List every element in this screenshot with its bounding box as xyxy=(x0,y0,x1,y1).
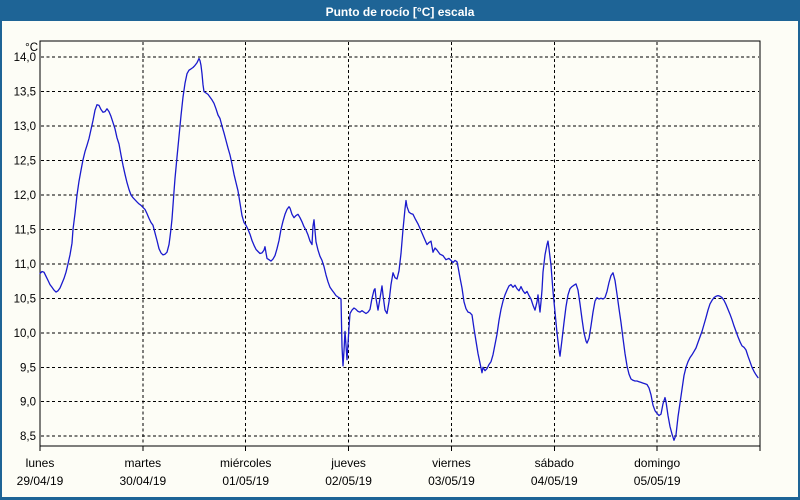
y-axis-tick-label: 12,5 xyxy=(14,156,36,168)
x-axis-day-label: viernes xyxy=(432,456,471,470)
chart-title: Punto de rocío [°C] escala xyxy=(325,4,475,19)
x-axis-date-label: 30/04/19 xyxy=(119,474,166,488)
chart-area: 14,0 13,5 13,0 12,5 12,0 11,5 11,0 10,5 10,0 9,5 9… xyxy=(2,21,798,497)
x-axis-day-label: sábado xyxy=(535,456,575,470)
y-axis-tick-label: 11,0 xyxy=(14,259,36,271)
y-axis-tick-label: 12,0 xyxy=(14,190,36,202)
title-bar: Punto de rocío [°C] escala xyxy=(2,2,798,21)
plot-frame xyxy=(39,40,761,447)
y-axis-tick-label: 11,5 xyxy=(14,224,36,236)
x-axis-day-label: jueves xyxy=(330,456,366,470)
x-axis-date-label: 05/05/19 xyxy=(634,474,681,488)
x-axis-date-label: 04/05/19 xyxy=(531,474,578,488)
x-axis-date-label: 29/04/19 xyxy=(17,474,64,488)
y-axis-tick-label: 9,0 xyxy=(20,397,36,409)
y-axis-unit-label: °C xyxy=(25,42,38,54)
dew-point-line xyxy=(39,57,759,441)
x-axis-day-label: domingo xyxy=(634,456,680,470)
x-axis-date-label: 01/05/19 xyxy=(222,474,269,488)
x-axis-day-label: lunes xyxy=(26,456,55,470)
x-axis-day-label: miércoles xyxy=(220,456,271,470)
y-axis-tick-label: 10,0 xyxy=(14,328,36,340)
y-axis-tick-label: 8,5 xyxy=(20,431,36,443)
x-axis-date-label: 03/05/19 xyxy=(428,474,475,488)
y-axis-tick-label: 13,5 xyxy=(14,87,36,99)
x-axis-date-label: 02/05/19 xyxy=(325,474,372,488)
y-axis-tick-label: 9,5 xyxy=(20,362,36,374)
y-axis-tick-label: 10,5 xyxy=(14,293,36,305)
dew-point-chart: 14,0 13,5 13,0 12,5 12,0 11,5 11,0 10,5 10,0 9,5 9… xyxy=(14,40,761,488)
x-axis-day-label: martes xyxy=(125,456,162,470)
y-axis-tick-label: 13,0 xyxy=(14,121,36,133)
y-axis-tick-label: 14,0 xyxy=(14,52,36,64)
